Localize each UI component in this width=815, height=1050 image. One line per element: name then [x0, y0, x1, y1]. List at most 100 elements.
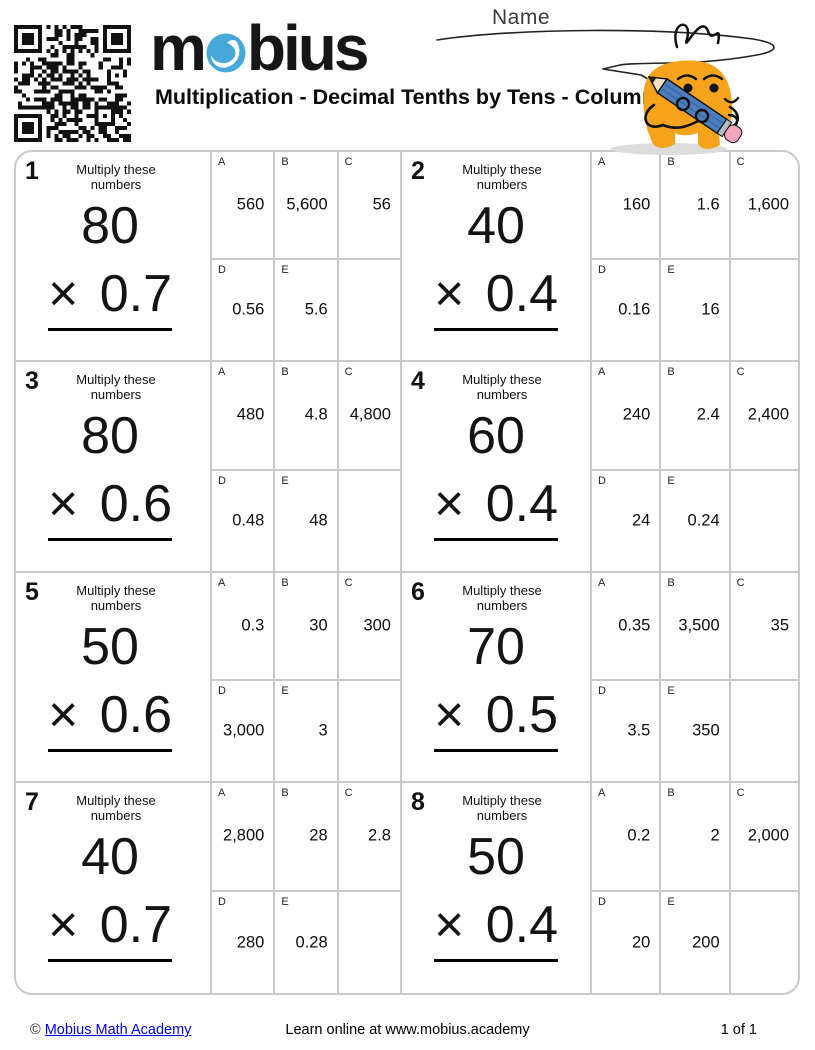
answer-value: 4,800: [349, 405, 391, 424]
problems-grid: 1 Multiply these numbers 80 × 0.7 A 560 B…: [14, 150, 800, 995]
answer-value: 0.56: [232, 300, 265, 319]
problem-card-7: 7 Multiply these numbers 40 × 0.7 A 2,800…: [16, 782, 402, 993]
answer-value: 560: [236, 195, 265, 214]
times-sign: ×: [434, 475, 465, 534]
answer-cell-c: C 300: [336, 572, 400, 681]
name-line: [436, 29, 775, 80]
page-number: 1 of 1: [720, 1022, 757, 1038]
instruction-label: Multiply these numbers: [76, 162, 156, 192]
answer-letter: E: [281, 474, 289, 487]
answer-cell-a: A 160: [590, 152, 660, 261]
answer-cell-b: B 4.8: [273, 362, 337, 471]
answer-letter: D: [218, 264, 226, 277]
answer-value: 480: [236, 405, 265, 424]
instruction-label: Multiply these numbers: [76, 792, 156, 823]
answer-cell-e: E 5.6: [273, 260, 336, 361]
times-sign: ×: [48, 685, 79, 744]
answer-cell-c: C 2,400: [728, 362, 798, 471]
answer-value: 3: [318, 721, 328, 740]
answer-value: 28: [309, 826, 328, 845]
multiplier: 0.5: [485, 685, 558, 744]
multiplication-block: 40 × 0.7: [48, 829, 172, 962]
answer-value: 0.16: [618, 300, 651, 319]
answer-table: A 560 B 5,600 C 56 D 0.56 E 5.6: [210, 152, 400, 361]
multiplication-block: 70 × 0.5: [434, 619, 558, 752]
answer-cell-a: A 560: [210, 152, 274, 261]
multiplicand: 50: [81, 617, 139, 676]
answer-letter: A: [598, 366, 606, 379]
answer-cell-b: B 2.4: [659, 362, 729, 471]
answer-letter: C: [736, 366, 745, 379]
answer-cell-empty: [336, 680, 400, 781]
answer-letter: C: [344, 156, 353, 168]
answer-letter: B: [281, 576, 289, 589]
answer-value: 2.8: [368, 826, 391, 845]
answer-cell-a: A 0.35: [590, 572, 660, 681]
multiplier: 0.7: [99, 265, 172, 323]
answer-value: 3.5: [627, 721, 651, 740]
multiplicand: 50: [467, 827, 525, 886]
answer-letter: A: [218, 366, 226, 379]
answer-value: 5,600: [286, 195, 328, 214]
multiplication-block: 60 × 0.4: [434, 407, 558, 542]
answer-cell-c: C 2,000: [728, 782, 798, 893]
problem-number: 1: [25, 157, 39, 185]
answer-value: 4.8: [304, 405, 328, 424]
answer-letter: B: [281, 366, 289, 379]
answer-cell-e: E 350: [659, 680, 728, 781]
answer-value: 5.6: [304, 300, 328, 319]
answer-table: A 240 B 2.4 C 2,400 D 24 E 0.24: [590, 362, 798, 571]
times-sign: ×: [434, 685, 465, 744]
answer-letter: B: [667, 786, 675, 799]
answer-value: 30: [309, 616, 328, 635]
multiplicand: 40: [81, 827, 139, 886]
answer-cell-d: D 0.16: [590, 260, 659, 361]
answer-letter: B: [281, 786, 289, 799]
answer-cell-e: E 0.24: [659, 470, 728, 571]
answer-table: A 0.35 B 3,500 C 35 D 3.5 E 350: [590, 572, 798, 781]
answer-letter: D: [598, 896, 606, 909]
answer-letter: D: [598, 474, 606, 487]
multiplication-block: 40 × 0.4: [434, 198, 558, 331]
answer-value: 0.28: [295, 933, 328, 952]
answer-cell-b: B 30: [273, 572, 337, 681]
answer-cell-c: C 56: [336, 152, 400, 261]
answer-cell-a: A 0.2: [590, 782, 660, 893]
answer-letter: C: [344, 366, 353, 379]
problem-number: 6: [411, 577, 425, 606]
answer-value: 160: [622, 195, 651, 214]
answer-letter: C: [344, 786, 353, 799]
instruction-label: Multiply these numbers: [462, 792, 542, 823]
answer-value: 280: [236, 933, 265, 952]
answer-letter: C: [736, 576, 745, 589]
instruction-label: Multiply these numbers: [76, 372, 156, 403]
answer-value: 24: [631, 511, 651, 530]
multiplicand: 40: [467, 197, 525, 255]
problem-card-1: 1 Multiply these numbers 80 × 0.7 A 560 B…: [16, 152, 402, 363]
instruction-label: Multiply these numbers: [76, 582, 156, 613]
answer-value: 35: [770, 616, 789, 635]
times-sign: ×: [48, 265, 79, 323]
answer-value: 0.48: [232, 511, 265, 530]
multiplicand: 80: [81, 197, 139, 255]
qr-code-icon: [14, 25, 131, 142]
answer-letter: A: [598, 576, 606, 589]
answer-cell-c: C 1,600: [728, 152, 798, 261]
problem-number: 8: [411, 787, 425, 816]
answer-value: 0.35: [618, 616, 651, 635]
multiplicand: 60: [467, 407, 525, 466]
answer-letter: C: [736, 156, 745, 168]
answer-cell-b: B 28: [273, 782, 337, 893]
answer-value: 2,800: [223, 826, 265, 845]
answer-letter: E: [667, 474, 675, 487]
mascot-and-name-line: [436, 23, 775, 155]
answer-cell-a: A 480: [210, 362, 274, 471]
name-label: Name: [492, 6, 551, 29]
answer-cell-empty: [336, 260, 400, 361]
answer-value: 0.3: [241, 616, 265, 635]
academy-link[interactable]: Mobius Math Academy: [44, 1022, 192, 1038]
footer-tagline: Learn online at www.mobius.academy: [285, 1022, 530, 1038]
answer-value: 350: [692, 721, 720, 740]
